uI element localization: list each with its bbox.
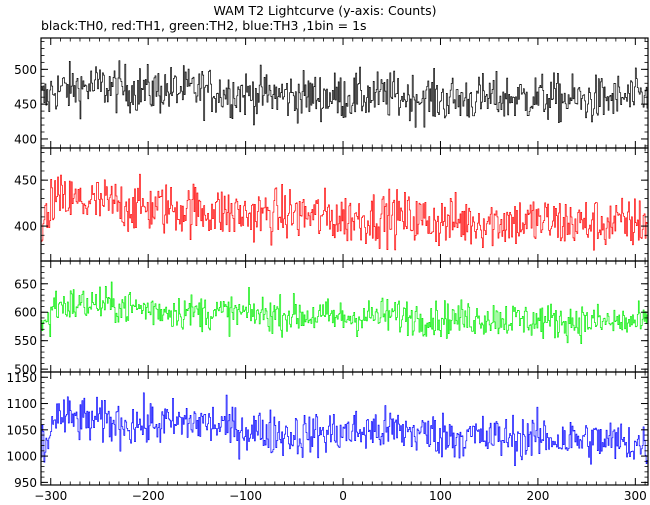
y-tick-label: 450	[14, 174, 37, 188]
series-line-th2	[41, 281, 648, 345]
panel-frame	[40, 147, 649, 262]
panel-th2: 500 550 600 650	[14, 260, 649, 377]
x-tick-label: 200	[526, 489, 549, 503]
chart-title: WAM T2 Lightcurve (y-axis: Counts)	[213, 3, 437, 18]
y-tick-label: 950	[14, 476, 37, 490]
y-tick-label: 550	[14, 334, 37, 348]
panel-frame	[40, 37, 649, 149]
y-tick-label: 650	[14, 277, 37, 291]
series-line-th3	[41, 392, 648, 467]
x-tick-label: 300	[624, 489, 647, 503]
panel-th0: 400 450 500	[14, 37, 649, 149]
x-tick-label: −100	[229, 489, 262, 503]
y-tick-label: 500	[14, 63, 37, 77]
series-line-th1	[41, 173, 648, 251]
panel-frame	[40, 260, 649, 373]
y-tick-label: 1100	[6, 397, 37, 411]
panel-th3: 950 1000 1050 1100 1150	[6, 371, 649, 490]
y-tick-label: 1150	[6, 371, 37, 385]
x-tick-label: 0	[339, 489, 347, 503]
y-tick-label: 1000	[6, 450, 37, 464]
chart-subtitle: black:TH0, red:TH1, green:TH2, blue:TH3 …	[41, 18, 367, 33]
y-tick-label: 1050	[6, 423, 37, 437]
x-tick-label: 100	[429, 489, 452, 503]
panel-th1: 400 450	[14, 147, 649, 262]
panels-group: 400 450 500 400 450 500 550 600 650 950 1000 1050 11…	[6, 37, 649, 490]
x-tick-label: −200	[132, 489, 165, 503]
series-line-th0	[41, 60, 648, 128]
y-tick-label: 400	[14, 132, 37, 146]
y-tick-label: 600	[14, 306, 37, 320]
y-tick-label: 500	[14, 363, 37, 377]
x-tick-label: −300	[34, 489, 67, 503]
y-tick-label: 400	[14, 220, 37, 234]
panel-frame	[40, 371, 649, 486]
x-axis: −300 −200 −100 0 100 200 300	[34, 489, 647, 503]
y-tick-label: 450	[14, 98, 37, 112]
